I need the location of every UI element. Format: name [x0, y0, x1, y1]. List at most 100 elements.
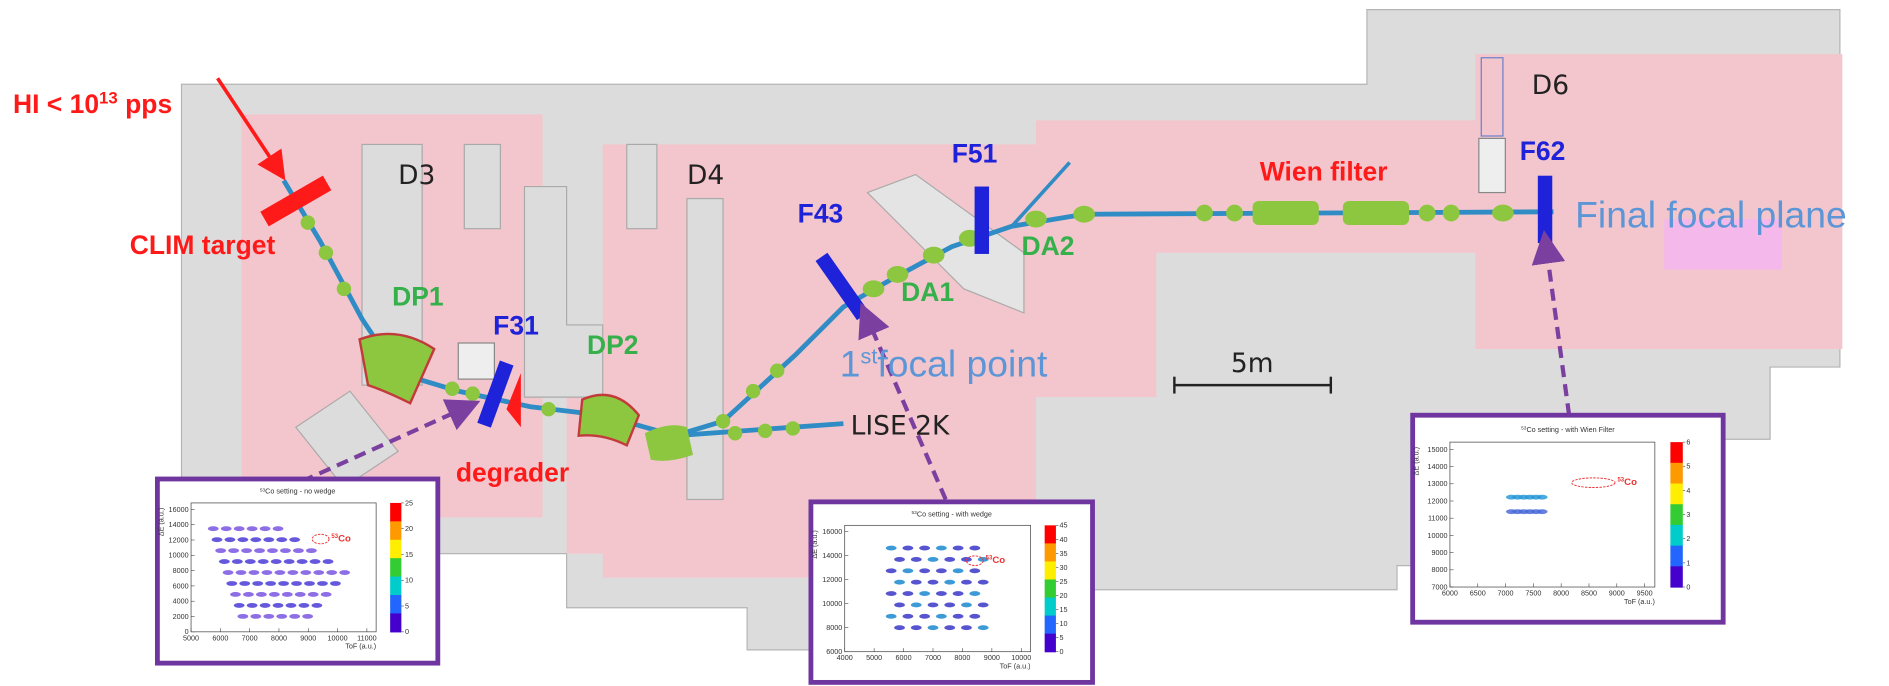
event-cluster — [263, 614, 274, 619]
event-cluster — [254, 548, 265, 553]
inset-plot: 53Co setting - with Wien Filter700080009… — [1412, 415, 1723, 622]
event-cluster — [928, 603, 939, 608]
event-cluster — [310, 559, 321, 564]
wien-filter-label: Wien filter — [1260, 157, 1388, 187]
x-tick-label: 8000 — [954, 653, 970, 662]
event-cluster — [902, 591, 913, 596]
event-cluster — [269, 592, 280, 597]
y-tick-label: 10000 — [822, 599, 842, 608]
colorbar-band — [390, 558, 401, 577]
event-cluster — [271, 559, 282, 564]
colorbar-band — [1670, 484, 1682, 505]
z-tick-label: 0 — [405, 627, 409, 636]
y-tick-label: 15000 — [1427, 445, 1447, 454]
event-cluster — [928, 557, 939, 562]
beamline-diagram: HI < 1013 pps CLIM target D3 D4 D6 DP1 D… — [0, 0, 1889, 686]
event-cluster — [295, 592, 306, 597]
event-cluster — [936, 568, 947, 573]
room-label: D3 — [398, 160, 435, 191]
colorbar-band — [1670, 442, 1682, 463]
event-cluster — [902, 614, 913, 619]
event-cluster — [250, 537, 261, 542]
marker-text: Co — [992, 555, 1005, 566]
z-tick-label: 1 — [1686, 558, 1690, 567]
event-cluster — [286, 603, 297, 608]
plot-area — [1450, 442, 1655, 587]
event-cluster — [953, 546, 964, 551]
x-tick-label: 4000 — [837, 653, 853, 662]
y-tick-label: 12000 — [169, 535, 189, 544]
event-cluster — [276, 614, 287, 619]
event-cluster — [304, 581, 315, 586]
event-cluster — [297, 559, 308, 564]
z-tick-label: 25 — [1060, 577, 1068, 586]
colorbar-band — [1045, 543, 1056, 562]
event-cluster — [1537, 495, 1548, 500]
event-cluster — [969, 591, 980, 596]
event-cluster — [260, 526, 271, 531]
colorbar-band — [1670, 463, 1682, 484]
dipole-label: DA1 — [901, 277, 954, 307]
event-cluster — [289, 614, 300, 619]
lise-label: LISE 2K — [851, 410, 950, 441]
event-cluster — [936, 546, 947, 551]
y-axis-label: ΔE (a.u.) — [1412, 447, 1421, 476]
x-axis-label: ToF (a.u.) — [345, 642, 376, 651]
beam-intensity-unit: pps — [118, 89, 172, 119]
plot-area — [845, 525, 1031, 651]
z-tick-label: 4 — [1686, 486, 1690, 495]
event-cluster — [330, 581, 341, 586]
inset-plot: 53Co setting - with wedge600080001000012… — [810, 502, 1093, 683]
beam-intensity-base: HI < 10 — [13, 89, 99, 119]
event-cluster — [219, 559, 230, 564]
z-tick-label: 0 — [1060, 647, 1064, 656]
y-tick-label: 16000 — [822, 527, 842, 536]
event-cluster — [247, 526, 258, 531]
colorbar-band — [1670, 546, 1682, 567]
event-cluster — [287, 570, 298, 575]
event-cluster — [886, 568, 897, 573]
x-tick-label: 7000 — [1498, 588, 1514, 597]
event-cluster — [944, 625, 955, 630]
event-cluster — [902, 568, 913, 573]
event-cluster — [894, 557, 905, 562]
event-cluster — [928, 580, 939, 585]
dipole-label: DA2 — [1022, 231, 1075, 261]
event-cluster — [265, 581, 276, 586]
event-cluster — [308, 592, 319, 597]
event-cluster — [969, 546, 980, 551]
event-cluster — [944, 603, 955, 608]
event-cluster — [249, 570, 260, 575]
y-tick-label: 2000 — [173, 612, 189, 621]
beam-intensity-exponent: 13 — [99, 89, 118, 108]
x-tick-label: 5000 — [866, 653, 882, 662]
colorbar-band — [390, 503, 401, 522]
x-tick-label: 7000 — [242, 633, 258, 642]
event-cluster — [339, 570, 350, 575]
event-cluster — [276, 537, 287, 542]
event-cluster — [260, 603, 271, 608]
title-text: Co setting - with wedge — [917, 509, 992, 518]
y-tick-label: 8000 — [826, 623, 842, 632]
plot-area — [191, 503, 376, 632]
colorbar-band — [1045, 598, 1056, 617]
event-cluster — [911, 625, 922, 630]
event-cluster — [237, 614, 248, 619]
z-tick-label: 30 — [1060, 563, 1068, 572]
focal-point-prefix: 1 — [840, 343, 861, 385]
z-tick-label: 10 — [405, 576, 413, 585]
focal-label: F51 — [952, 138, 998, 168]
x-tick-label: 7500 — [1525, 588, 1541, 597]
colorbar-band — [390, 577, 401, 596]
event-cluster — [944, 580, 955, 585]
marker-text: Co — [338, 533, 351, 544]
event-cluster — [894, 580, 905, 585]
z-tick-label: 20 — [1060, 591, 1068, 600]
event-cluster — [311, 603, 322, 608]
event-cluster — [300, 570, 311, 575]
z-tick-label: 40 — [1060, 535, 1068, 544]
event-cluster — [911, 557, 922, 562]
dipole-label: DP1 — [392, 282, 443, 312]
title-text: Co setting - no wedge — [265, 487, 335, 496]
event-cluster — [252, 581, 263, 586]
